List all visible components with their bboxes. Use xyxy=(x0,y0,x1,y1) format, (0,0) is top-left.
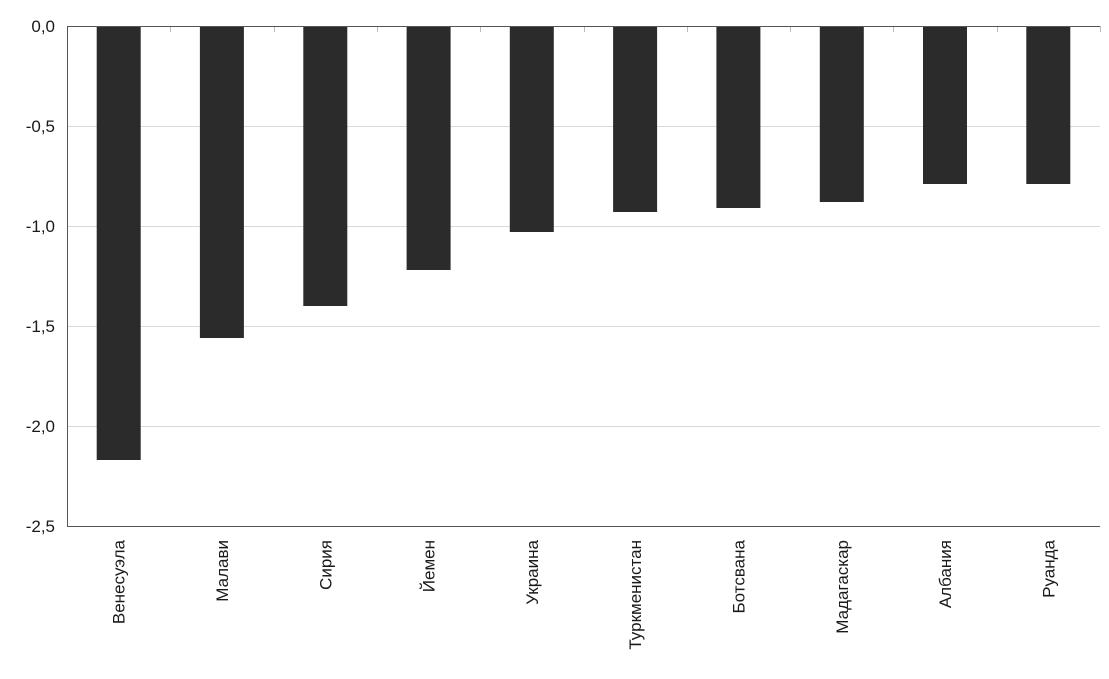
x-category-label: Сирия xyxy=(316,540,335,590)
x-category-label: Малави xyxy=(213,540,232,602)
x-axis-category-labels: Венесуэла Малави Сирия Йемен Украина Туркмени… xyxy=(110,539,1059,649)
bar xyxy=(923,26,967,184)
y-axis-tick-labels: 0,0 -0,5 -1,0 -1,5 -2,0 -2,5 xyxy=(26,17,55,536)
x-category-label: Венесуэла xyxy=(110,539,129,624)
bar xyxy=(96,26,141,460)
y-tick-label: -0,5 xyxy=(26,117,55,136)
x-category-label: Ботсвана xyxy=(729,539,748,613)
bar xyxy=(509,26,554,232)
bars xyxy=(96,26,1071,460)
axes xyxy=(67,26,1101,527)
y-tick-label: -2,5 xyxy=(26,517,55,536)
bar xyxy=(716,26,761,208)
y-tick-label: -2,0 xyxy=(26,417,55,436)
x-category-label: Украина xyxy=(523,539,542,604)
bar xyxy=(819,26,864,202)
x-category-label: Албания xyxy=(936,540,955,608)
x-category-label: Йемен xyxy=(420,540,439,592)
x-category-label: Мадагаскар xyxy=(833,540,852,634)
x-category-label: Руанда xyxy=(1039,539,1058,597)
y-tick-label: 0,0 xyxy=(31,17,55,36)
x-category-label: Туркменистан xyxy=(626,540,645,650)
bar xyxy=(303,26,348,306)
bar xyxy=(613,26,658,212)
bar xyxy=(406,26,451,270)
bar xyxy=(199,26,244,338)
bar xyxy=(1026,26,1071,184)
y-tick-label: -1,0 xyxy=(26,217,55,236)
y-tick-label: -1,5 xyxy=(26,317,55,336)
